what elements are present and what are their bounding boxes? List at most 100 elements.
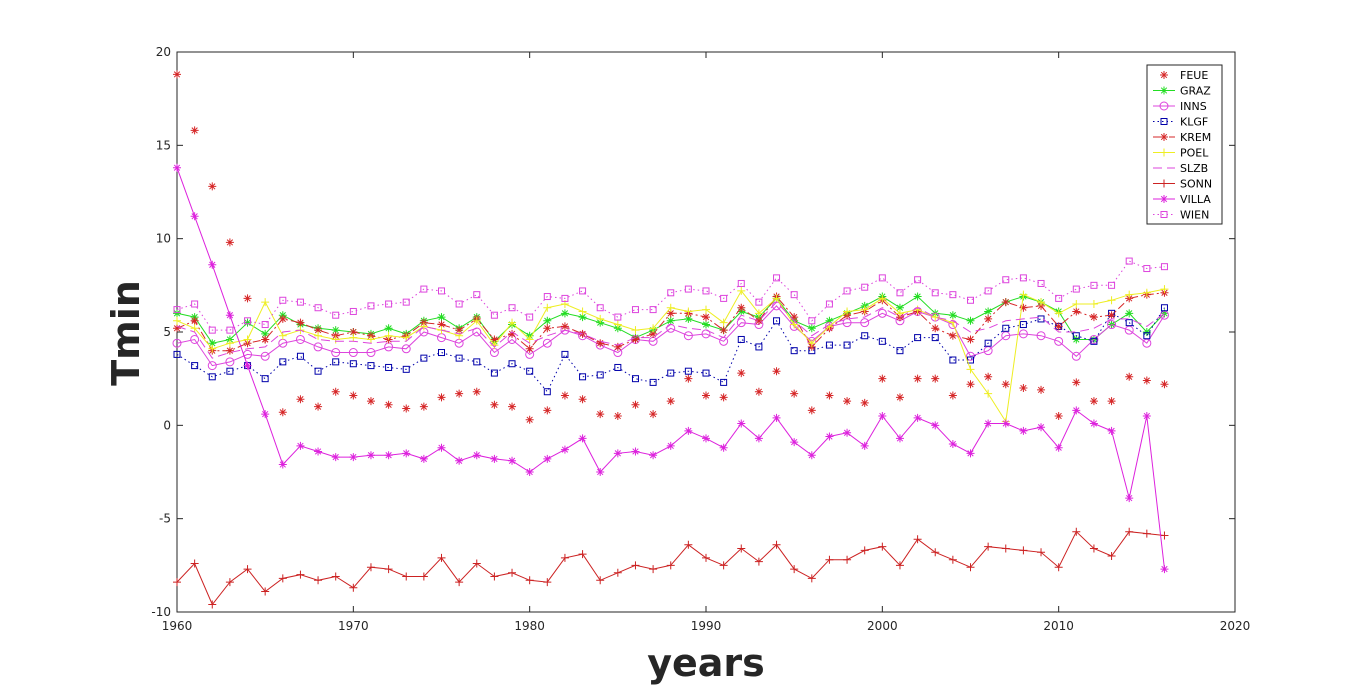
data-point-villa	[1037, 423, 1046, 432]
data-point-poel	[843, 307, 852, 316]
data-point-klgf	[543, 388, 551, 396]
data-point-feue	[807, 406, 816, 415]
data-point-feue	[331, 387, 340, 396]
data-point-krem	[631, 335, 640, 344]
data-point-wien	[490, 311, 498, 319]
data-point-wien	[226, 326, 234, 334]
data-point-villa	[384, 451, 393, 460]
data-point-villa	[472, 451, 481, 460]
data-point-sonn	[455, 578, 464, 587]
data-point-villa	[719, 443, 728, 452]
data-point-inns	[542, 338, 552, 348]
data-point-villa	[349, 453, 358, 462]
data-point-sonn	[366, 563, 375, 572]
data-point-villa	[419, 454, 428, 463]
data-point-poel	[1089, 300, 1098, 308]
data-point-feue	[737, 369, 746, 378]
data-point-poel	[684, 307, 693, 316]
data-point-poel	[631, 326, 640, 335]
data-point-krem	[1019, 303, 1028, 312]
data-point-villa	[843, 428, 852, 437]
data-point-inns	[877, 308, 887, 318]
data-point-feue	[472, 387, 481, 396]
data-point-inns	[207, 361, 217, 371]
data-point-sonn	[790, 565, 799, 574]
data-point-klgf	[455, 354, 463, 362]
data-point-wien	[1090, 281, 1098, 289]
y-tick-label: 15	[156, 138, 171, 152]
data-point-klgf	[614, 363, 622, 371]
y-tick-label: 0	[163, 418, 171, 432]
series-line-klgf	[176, 307, 1165, 393]
data-point-klgf	[191, 362, 199, 370]
series-sonn	[173, 527, 1169, 609]
data-point-graz	[966, 316, 975, 325]
data-point-krem	[278, 314, 287, 323]
data-point-poel	[1125, 290, 1134, 299]
data-point-klgf	[984, 339, 992, 347]
data-point-klgf	[825, 341, 833, 349]
data-point-klgf	[1090, 337, 1098, 345]
data-point-feue	[895, 393, 904, 402]
data-point-feue	[1054, 412, 1063, 420]
data-point-wien	[261, 321, 269, 329]
data-point-poel	[931, 313, 940, 322]
data-point-poel	[419, 322, 428, 331]
data-point-sonn	[437, 553, 446, 562]
data-point-poel	[173, 316, 181, 325]
series-layer	[172, 70, 1169, 609]
data-point-sonn	[913, 535, 922, 544]
data-point-poel	[1107, 296, 1116, 305]
data-point-poel	[331, 335, 340, 344]
data-point-klgf	[385, 363, 393, 371]
data-point-klgf	[1002, 324, 1010, 332]
data-point-feue	[296, 395, 305, 404]
data-point-feue	[190, 126, 199, 135]
data-point-graz	[825, 316, 834, 325]
data-point-villa	[261, 410, 270, 419]
data-point-poel	[366, 335, 375, 344]
data-point-wien	[1019, 274, 1027, 282]
data-point-poel	[261, 298, 270, 307]
legend-entry-villa: VILLA	[1153, 193, 1211, 206]
data-point-villa	[1089, 419, 1098, 428]
data-point-feue	[384, 400, 393, 409]
data-point-villa	[807, 451, 816, 460]
data-point-poel	[737, 286, 746, 295]
series-wien	[173, 257, 1168, 334]
data-point-sonn	[948, 555, 957, 564]
legend-entry-graz: GRAZ	[1153, 85, 1211, 98]
data-point-wien	[543, 293, 551, 301]
data-point-krem	[1072, 307, 1081, 316]
data-point-krem	[719, 326, 728, 335]
data-point-feue	[1001, 380, 1010, 389]
data-point-villa	[190, 212, 199, 221]
data-point-villa	[631, 447, 640, 456]
data-point-feue	[984, 372, 993, 381]
data-point-feue	[225, 238, 234, 247]
data-point-wien	[825, 300, 833, 308]
data-point-wien	[702, 287, 710, 295]
data-point-villa	[702, 434, 710, 443]
data-point-klgf	[843, 341, 851, 349]
data-point-sonn	[1160, 531, 1169, 540]
data-point-poel	[243, 335, 252, 344]
data-point-wien	[596, 304, 604, 312]
data-point-villa	[455, 456, 464, 465]
x-tick-label: 1990	[691, 619, 722, 633]
data-point-feue	[525, 415, 534, 424]
data-point-klgf	[402, 365, 410, 373]
data-point-klgf	[1037, 315, 1045, 323]
x-tick-label: 2010	[1043, 619, 1074, 633]
legend-entry-slzb: SLZB	[1153, 162, 1208, 175]
series-klgf	[173, 304, 1168, 396]
data-point-sonn	[525, 576, 534, 585]
data-point-feue	[1072, 378, 1081, 387]
data-point-inns	[190, 334, 200, 344]
data-point-villa	[895, 434, 904, 443]
data-point-feue	[490, 400, 499, 409]
data-point-wien	[614, 313, 622, 321]
data-point-feue	[349, 391, 358, 400]
legend-marker	[1160, 148, 1168, 157]
legend-label: WIEN	[1180, 209, 1209, 222]
